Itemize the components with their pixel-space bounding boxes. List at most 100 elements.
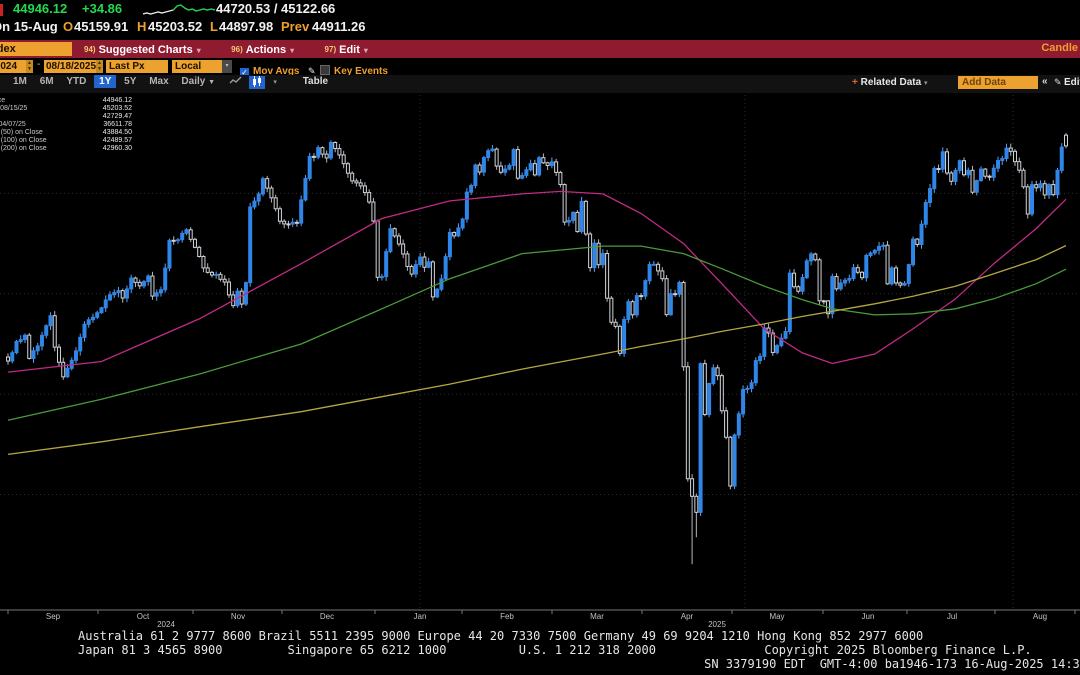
candle-up [435,288,440,298]
menu-edit[interactable]: 97) Edit ▾ [324,44,368,56]
candle-up [877,245,882,251]
collapse-panel-icon[interactable]: « [1042,76,1048,87]
chevron-down-icon: ▾ [290,46,295,55]
x-axis-year-label: 2024 [157,620,175,629]
edit-chart-button[interactable]: Edit [1064,77,1080,88]
candle-up [379,276,384,279]
candle-down [1008,147,1013,152]
candle-up [90,316,95,321]
candle-up [1038,183,1043,189]
line-chart-icon[interactable] [229,75,242,85]
currency-dropdown-arrow[interactable]: ▾ [222,60,232,73]
key-events-toggle[interactable]: Key Events [320,61,388,79]
chevron-down-icon: ▾ [196,46,201,55]
range-ytd[interactable]: YTD [66,76,87,87]
candle-up [175,239,180,242]
checkbox-unchecked-icon [320,65,330,75]
menu-actions[interactable]: 96) Actions ▾ [231,44,295,56]
candle-up [184,229,189,234]
candle-up [107,294,112,301]
candle-up [881,244,886,247]
candle-up [418,256,423,266]
candle-up [579,200,584,233]
date-from-input[interactable]: 08/16/2024 [0,60,26,73]
chart-type-dropdown[interactable]: Candle [1041,42,1078,54]
chart-legend: Last Price44946.12 High on 08/15/2545203… [0,97,140,154]
candle-down [120,290,125,299]
quote-row-2: On 15-Aug O 45159.91 H 45203.52 L 44897.… [0,19,1080,37]
candle-up [86,319,91,325]
menu-suggested-charts[interactable]: 94) Suggested Charts ▾ [84,44,201,56]
candle-up [1047,184,1052,196]
range-5y[interactable]: 5Y [124,76,137,87]
candle-up [124,288,129,299]
candle-chart-icon-selected[interactable] [248,76,265,89]
candle-up [906,264,911,284]
candle-down [422,256,427,268]
candle-up [643,280,648,297]
candle-up [800,277,805,292]
candle-up [328,141,333,159]
range-1m[interactable]: 1M [13,76,27,87]
candle-down [192,238,197,248]
candle-down [545,162,550,166]
mov-avgs-toggle[interactable]: ✓ Mov Avgs ✎ [240,61,316,79]
candle-up [566,219,571,223]
candle-up [902,282,907,286]
candle-up [473,164,478,187]
candle-down [61,361,66,378]
last-price: 44946.12 [13,1,68,16]
candle-down [341,154,346,165]
candle-up [158,289,163,294]
candle-up [146,275,151,283]
candle-down [532,163,537,176]
date-from-stepper[interactable]: ▲ ▼ [26,60,33,73]
candle-up [991,167,996,178]
candle-down [269,187,274,199]
security-type-field[interactable]: Index [0,42,72,56]
candle-down [898,282,903,286]
open-value: 45159.91 [74,19,129,34]
candle-up [979,168,984,182]
candle-up [22,334,27,341]
menu-hotkey: 97) [324,45,337,54]
candle-down [452,231,457,237]
add-data-input[interactable]: Add Data [958,76,1038,89]
candle-up [749,382,754,389]
candle-down [1021,169,1026,188]
candle-down [583,200,588,235]
range-6m[interactable]: 6M [39,76,54,87]
range-1y-selected[interactable]: 1Y [94,75,117,88]
legend-last-price: Last Price44946.12 [0,97,132,104]
candle-up [82,323,87,338]
price-field-select[interactable]: Last Px [106,60,168,73]
date-to-input[interactable]: 08/18/2025 [44,60,97,73]
pencil-icon[interactable]: ✎ [1054,77,1062,87]
candle-up [957,160,962,171]
frequency-dropdown[interactable]: Daily ▼ [181,76,216,87]
date-to-stepper[interactable]: ▲ ▼ [96,60,103,73]
candle-up [1059,146,1064,171]
candle-down [477,164,482,173]
candle-down [885,244,890,285]
candle-down [226,281,231,296]
candle-up [129,277,134,290]
candle-down [656,263,661,272]
footer-terminal-info: SN 3379190 EDT GMT-4:00 ba1946-173 16-Au… [704,657,1080,671]
chevron-down-icon: ▼ [208,79,216,86]
range-max[interactable]: Max [149,76,169,87]
candle-down [392,228,397,237]
chart-type-more-arrow[interactable]: ▾ [273,79,277,86]
candle-down [639,295,644,298]
candle-down [609,297,614,323]
pencil-icon[interactable]: ✎ [307,66,316,76]
candle-down [320,147,325,155]
related-data-button[interactable]: + Related Data ▾ [852,77,928,88]
candle-up [762,327,767,357]
candle-up [622,318,627,354]
table-button[interactable]: Table [302,76,329,87]
